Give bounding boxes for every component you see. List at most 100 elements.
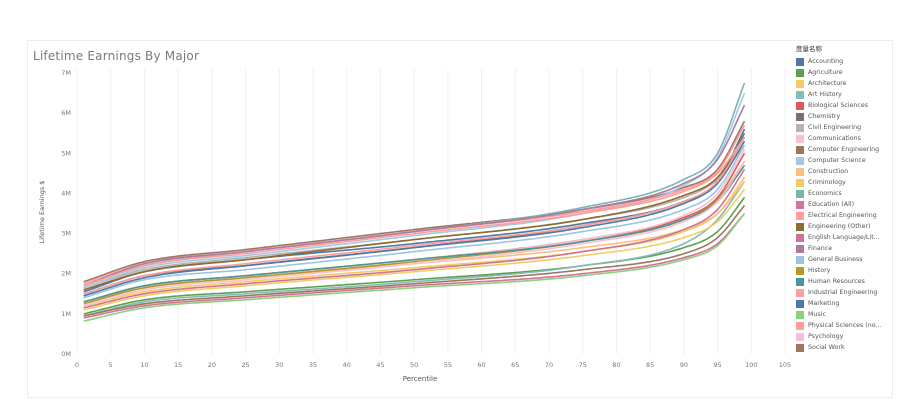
legend-item[interactable]: Marketing <box>796 298 896 309</box>
legend-item[interactable]: Education (All) <box>796 199 896 210</box>
series-line-25 <box>83 160 746 307</box>
legend-swatch <box>796 101 804 110</box>
y-tick-label: 5M <box>61 149 71 157</box>
legend-swatch <box>796 200 804 209</box>
series-line-13 <box>83 212 746 319</box>
y-axis-label: Lifetime Earnings $ <box>38 181 46 244</box>
legend-label: Electrical Engineering <box>808 212 877 219</box>
legend-label: Communications <box>808 135 861 142</box>
x-tick-label: 50 <box>410 361 418 369</box>
x-tick-label: 5 <box>109 361 113 369</box>
legend-swatch <box>796 244 804 253</box>
x-tick-label: 55 <box>444 361 452 369</box>
legend-label: Computer Science <box>808 157 866 164</box>
legend-item[interactable]: Agriculture <box>796 67 896 78</box>
x-axis-label: Percentile <box>403 375 438 383</box>
legend-item[interactable]: Art History <box>796 89 896 100</box>
legend-label: Marketing <box>808 300 840 307</box>
x-tick-label: 70 <box>545 361 553 369</box>
series-line-8 <box>83 120 746 283</box>
y-tick-label: 7M <box>61 69 71 77</box>
legend-title: 度量名称 <box>796 45 822 53</box>
series-line-17 <box>83 104 746 287</box>
legend-label: Biological Sciences <box>808 102 869 109</box>
legend-item[interactable]: Music <box>796 309 896 320</box>
x-tick-label: 40 <box>343 361 351 369</box>
x-tick-label: 85 <box>646 361 654 369</box>
legend-item[interactable]: Social Work <box>796 342 896 353</box>
legend-item[interactable]: Computer Engineering <box>796 144 896 155</box>
legend-label: Psychology <box>808 333 844 340</box>
legend-swatch <box>796 266 804 275</box>
legend-label: Accounting <box>808 58 844 65</box>
series-line-26 <box>83 204 746 317</box>
legend-item[interactable]: Human Resources <box>796 276 896 287</box>
legend-item[interactable]: Communications <box>796 133 896 144</box>
y-tick-label: 2M <box>61 270 71 278</box>
legend-swatch <box>796 321 804 330</box>
legend-label: Agriculture <box>808 69 843 76</box>
legend-label: Music <box>808 311 826 318</box>
series-line-11 <box>83 188 746 311</box>
chart-title: Lifetime Earnings By Major <box>33 49 200 63</box>
legend-swatch <box>796 255 804 264</box>
legend-label: History <box>808 267 831 274</box>
y-tick-label: 4M <box>61 189 71 197</box>
legend-swatch <box>796 112 804 121</box>
legend-label: Architecture <box>808 80 847 87</box>
x-tick-label: 75 <box>579 361 587 369</box>
x-tick-label: 20 <box>208 361 216 369</box>
legend-item[interactable]: Accounting <box>796 56 896 67</box>
legend-items: Accounting Agriculture Architecture Art His… <box>796 56 896 353</box>
legend-label: Human Resources <box>808 278 865 285</box>
series-lines <box>83 82 746 322</box>
legend-item[interactable]: Architecture <box>796 78 896 89</box>
legend-item[interactable]: Psychology <box>796 331 896 342</box>
legend-item[interactable]: Electrical Engineering <box>796 210 896 221</box>
legend-label: Art History <box>808 91 842 98</box>
x-tick-label: 65 <box>511 361 519 369</box>
legend-swatch <box>796 79 804 88</box>
legend-swatch <box>796 156 804 165</box>
legend-item[interactable]: Biological Sciences <box>796 100 896 111</box>
legend-label: Economics <box>808 190 842 197</box>
legend-item[interactable]: Chemistry <box>796 111 896 122</box>
y-tick-label: 3M <box>61 230 71 238</box>
legend-label: Finance <box>808 245 833 252</box>
series-line-24 <box>83 136 746 295</box>
series-line-22 <box>83 140 746 297</box>
legend-item[interactable]: Construction <box>796 166 896 177</box>
legend-swatch <box>796 211 804 220</box>
legend-item[interactable]: Physical Sciences (no... <box>796 320 896 331</box>
legend-label: Industrial Engineering <box>808 289 878 296</box>
legend-item[interactable]: Economics <box>796 188 896 199</box>
legend-item[interactable]: Computer Science <box>796 155 896 166</box>
y-tick-label: 6M <box>61 109 71 117</box>
legend: 度量名称 Accounting Agriculture Architecture Ar… <box>796 45 896 353</box>
legend-label: Computer Engineering <box>808 146 880 153</box>
legend-swatch <box>796 167 804 176</box>
x-tick-label: 105 <box>779 361 791 369</box>
legend-item[interactable]: Engineering (Other) <box>796 221 896 232</box>
legend-item[interactable]: Criminology <box>796 177 896 188</box>
grid-lines <box>76 69 786 354</box>
legend-swatch <box>796 299 804 308</box>
legend-swatch <box>796 189 804 198</box>
legend-label: Chemistry <box>808 113 841 120</box>
legend-item[interactable]: English Language/Lit... <box>796 232 896 243</box>
legend-item[interactable]: Finance <box>796 243 896 254</box>
legend-swatch <box>796 145 804 154</box>
legend-label: Physical Sciences (no... <box>808 322 882 329</box>
series-line-20 <box>83 164 746 303</box>
series-line-21 <box>83 136 746 287</box>
legend-item[interactable]: General Business <box>796 254 896 265</box>
x-tick-label: 25 <box>241 361 249 369</box>
legend-swatch <box>796 343 804 352</box>
legend-item[interactable]: Industrial Engineering <box>796 287 896 298</box>
series-line-15 <box>83 136 746 291</box>
legend-label: Civil Engineering <box>808 124 862 131</box>
series-line-23 <box>83 213 746 322</box>
series-line-16 <box>83 168 746 309</box>
legend-item[interactable]: Civil Engineering <box>796 122 896 133</box>
legend-item[interactable]: History <box>796 265 896 276</box>
